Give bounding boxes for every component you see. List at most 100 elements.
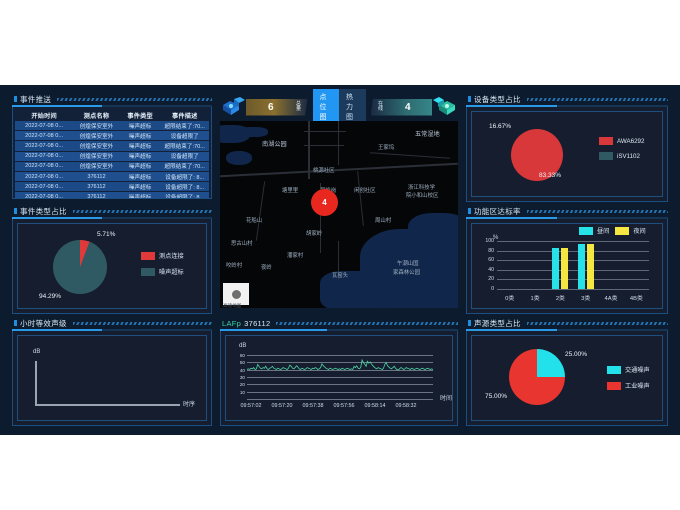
legend-label: 噪声超标 [159, 269, 184, 276]
legend-item[interactable]: iSV1102 [599, 152, 644, 160]
table-row[interactable]: 2022-07-08 0... 创煌保安室外 噪声超标 超限结束了:70... [15, 161, 209, 172]
event-table[interactable]: 开始时间 测点名称 事件类型 事件描述 2022-07-08 0... 创煌保安室… [15, 109, 209, 198]
event-description: 设备超限了: 8... [160, 171, 209, 183]
grid-line [497, 260, 649, 262]
legend-label: 工业噪声 [625, 383, 650, 390]
bar-夜间[interactable] [586, 244, 594, 289]
panel-content: 5.71% 94.29% 测点连接 噪声超标 [12, 219, 212, 314]
legend-label: 交通噪声 [625, 367, 650, 374]
pie-graphic[interactable] [53, 240, 107, 294]
legend-swatch-icon [607, 381, 621, 390]
x-axis-tick: 09:57:38 [302, 403, 324, 409]
x-axis-tick: 09:58:32 [395, 403, 417, 409]
grid-line [247, 377, 433, 378]
table-row[interactable]: 2022-07-08 0... 376112 噪声超标 设备超限了: 8... [15, 181, 209, 193]
bar-夜间[interactable] [561, 248, 569, 289]
device-cube-left-icon [220, 96, 246, 118]
online-devices-value: 4 [404, 101, 411, 113]
y-axis-tick: 20 [239, 382, 245, 388]
y-axis-tick: 40 [488, 266, 494, 273]
event-type-pie-chart[interactable]: 5.71% 94.29% 测点连接 噪声超标 [13, 219, 211, 313]
header-marker-icon [468, 320, 471, 326]
map-place-label: 咬岭村 [226, 263, 243, 269]
y-axis-tick: 50 [239, 360, 245, 366]
event-type: 噪声超标 [119, 130, 161, 142]
tab-point-map[interactable]: 点位图 [312, 89, 339, 125]
y-axis-tick: 100 [485, 238, 494, 244]
panel-underline [12, 105, 212, 107]
event-table-body[interactable]: 2022-07-08 0... 创煌保安室外 噪声超标 超限结束了:70... 2022… [15, 121, 209, 198]
table-row[interactable]: 2022-07-08 0... 创煌保安室外 噪声超标 超限结束了:70... [15, 140, 209, 152]
table-row[interactable]: 2022-07-08 0... 376112 噪声超标 设备超限了: 8... [15, 171, 209, 183]
bar-昼间[interactable] [577, 244, 585, 289]
header-rule-decoration [57, 96, 212, 102]
table-row[interactable]: 2022-07-08 0... 创煌保安室外 噪声超标 超限结束了:70... [15, 121, 209, 132]
pie-graphic[interactable] [509, 349, 565, 405]
total-devices-label: 总量 [295, 100, 301, 112]
map-road [304, 131, 346, 133]
tab-heat-map[interactable]: 热力图 [339, 89, 366, 125]
legend-swatch-icon [615, 226, 630, 235]
map-mode-toggle[interactable]: 点位图 热力图 [312, 89, 366, 125]
panel-content[interactable]: 开始时间 测点名称 事件类型 事件描述 2022-07-08 0... 创煌保安室… [12, 107, 212, 199]
y-axis-unit-label: dB [239, 343, 247, 349]
legend-item[interactable]: 测点连接 [141, 251, 184, 260]
x-axis-tick: 3类 [581, 296, 591, 302]
grid-line [247, 355, 433, 356]
device-cube-right-icon [432, 96, 458, 118]
source-type-pie-chart[interactable]: 25.00% 75.00% 交通噪声 工业噪声 [467, 331, 667, 425]
chart-frame [471, 335, 663, 421]
legend-item[interactable]: 噪声超标 [141, 267, 184, 276]
pie-slice-label-1: 94.29% [39, 293, 62, 300]
map-place-label: 潘家村 [287, 253, 304, 259]
y-axis-tick: 80 [488, 247, 494, 254]
zone-bar-chart[interactable]: % 昼间 夜间 100 80 60 40 20 0 0类 1类 2类 3类 4A类 4B类 [467, 219, 667, 313]
map-place-label: 塘里里 [282, 188, 299, 194]
legend-item[interactable]: 工业噪声 [607, 381, 650, 390]
device-type-pie-chart[interactable]: 16.67% 83.33% AWA6292 iSV1102 [467, 107, 667, 201]
legend-item[interactable]: 交通噪声 [607, 365, 650, 374]
table-row[interactable]: 2022-07-08 0... 376112 噪声超标 设备超限了: 8... [15, 191, 209, 198]
header-marker-icon [14, 320, 17, 326]
table-row[interactable]: 2022-07-08 0... 创煌保安室外 噪声超标 设备超限了 [15, 151, 209, 162]
map-road [304, 145, 344, 147]
x-axis-tick: 09:57:56 [333, 403, 355, 409]
grid-line [247, 399, 433, 400]
column-header-point-name: 测点名称 [83, 112, 110, 120]
grid-line [247, 384, 433, 386]
pie-graphic[interactable] [511, 129, 563, 181]
map-place-label: 胡家岭 [306, 231, 323, 237]
panel-title-device-id: 376112 [244, 318, 271, 328]
event-point-name: 创煌保安室外 [73, 121, 120, 132]
legend-swatch-icon [599, 152, 613, 160]
x-axis-tick: 0类 [505, 296, 515, 302]
event-point-name: 创煌保安室外 [73, 151, 120, 162]
legend-swatch-icon [141, 251, 155, 260]
table-row[interactable]: 2022-07-08 0... 创煌保安室外 噪声超标 设备超限了 [15, 130, 209, 142]
legend-item[interactable]: AWA6292 [599, 137, 644, 145]
panel-content: dB 时间 60 50 40 30 20 10 09:57:02 09:57:20 09:57:… [220, 331, 458, 426]
dashboard-root: 事件推送 开始时间 测点名称 事件类型 事件描述 2022-07-08 0...… [0, 85, 680, 435]
bar-昼间[interactable] [552, 247, 560, 289]
grid-line [247, 362, 433, 364]
x-axis-line [35, 404, 180, 406]
logo-circle-icon [231, 289, 241, 299]
grid-line [497, 279, 649, 281]
x-axis-tick: 4B类 [629, 296, 643, 302]
legend-item[interactable]: 昼间 [579, 226, 609, 235]
map-place-label: 南湖公园 [262, 141, 287, 148]
legend-item[interactable]: 夜间 [615, 226, 646, 235]
map-canvas[interactable]: 南湖公园五常湿地王家坞桃源社区塘里里吴岭岗闲创社区浙江科技学院小和山校区花船山周… [220, 121, 458, 308]
grid-line [497, 250, 649, 252]
event-start-time: 2022-07-08 0... [15, 130, 74, 142]
panel-sound-source-ratio: 声源类型占比 25.00% 75.00% 交通噪声 工业噪声 [466, 317, 669, 426]
y-axis-tick: 0 [491, 286, 494, 292]
pie-slice-label-0: 5.71% [97, 231, 116, 238]
x-axis-tick: 09:57:20 [271, 403, 293, 409]
event-point-name: 创煌保安室外 [73, 140, 120, 152]
lafp-line-chart[interactable]: dB 时间 60 50 40 30 20 10 09:57:02 09:57:20 09:57:… [221, 331, 457, 425]
map-road [308, 121, 310, 179]
map-cluster-marker[interactable]: 4 [311, 189, 338, 216]
hourly-line-chart[interactable]: dB 时序 [13, 331, 211, 425]
chart-frame [17, 335, 207, 421]
